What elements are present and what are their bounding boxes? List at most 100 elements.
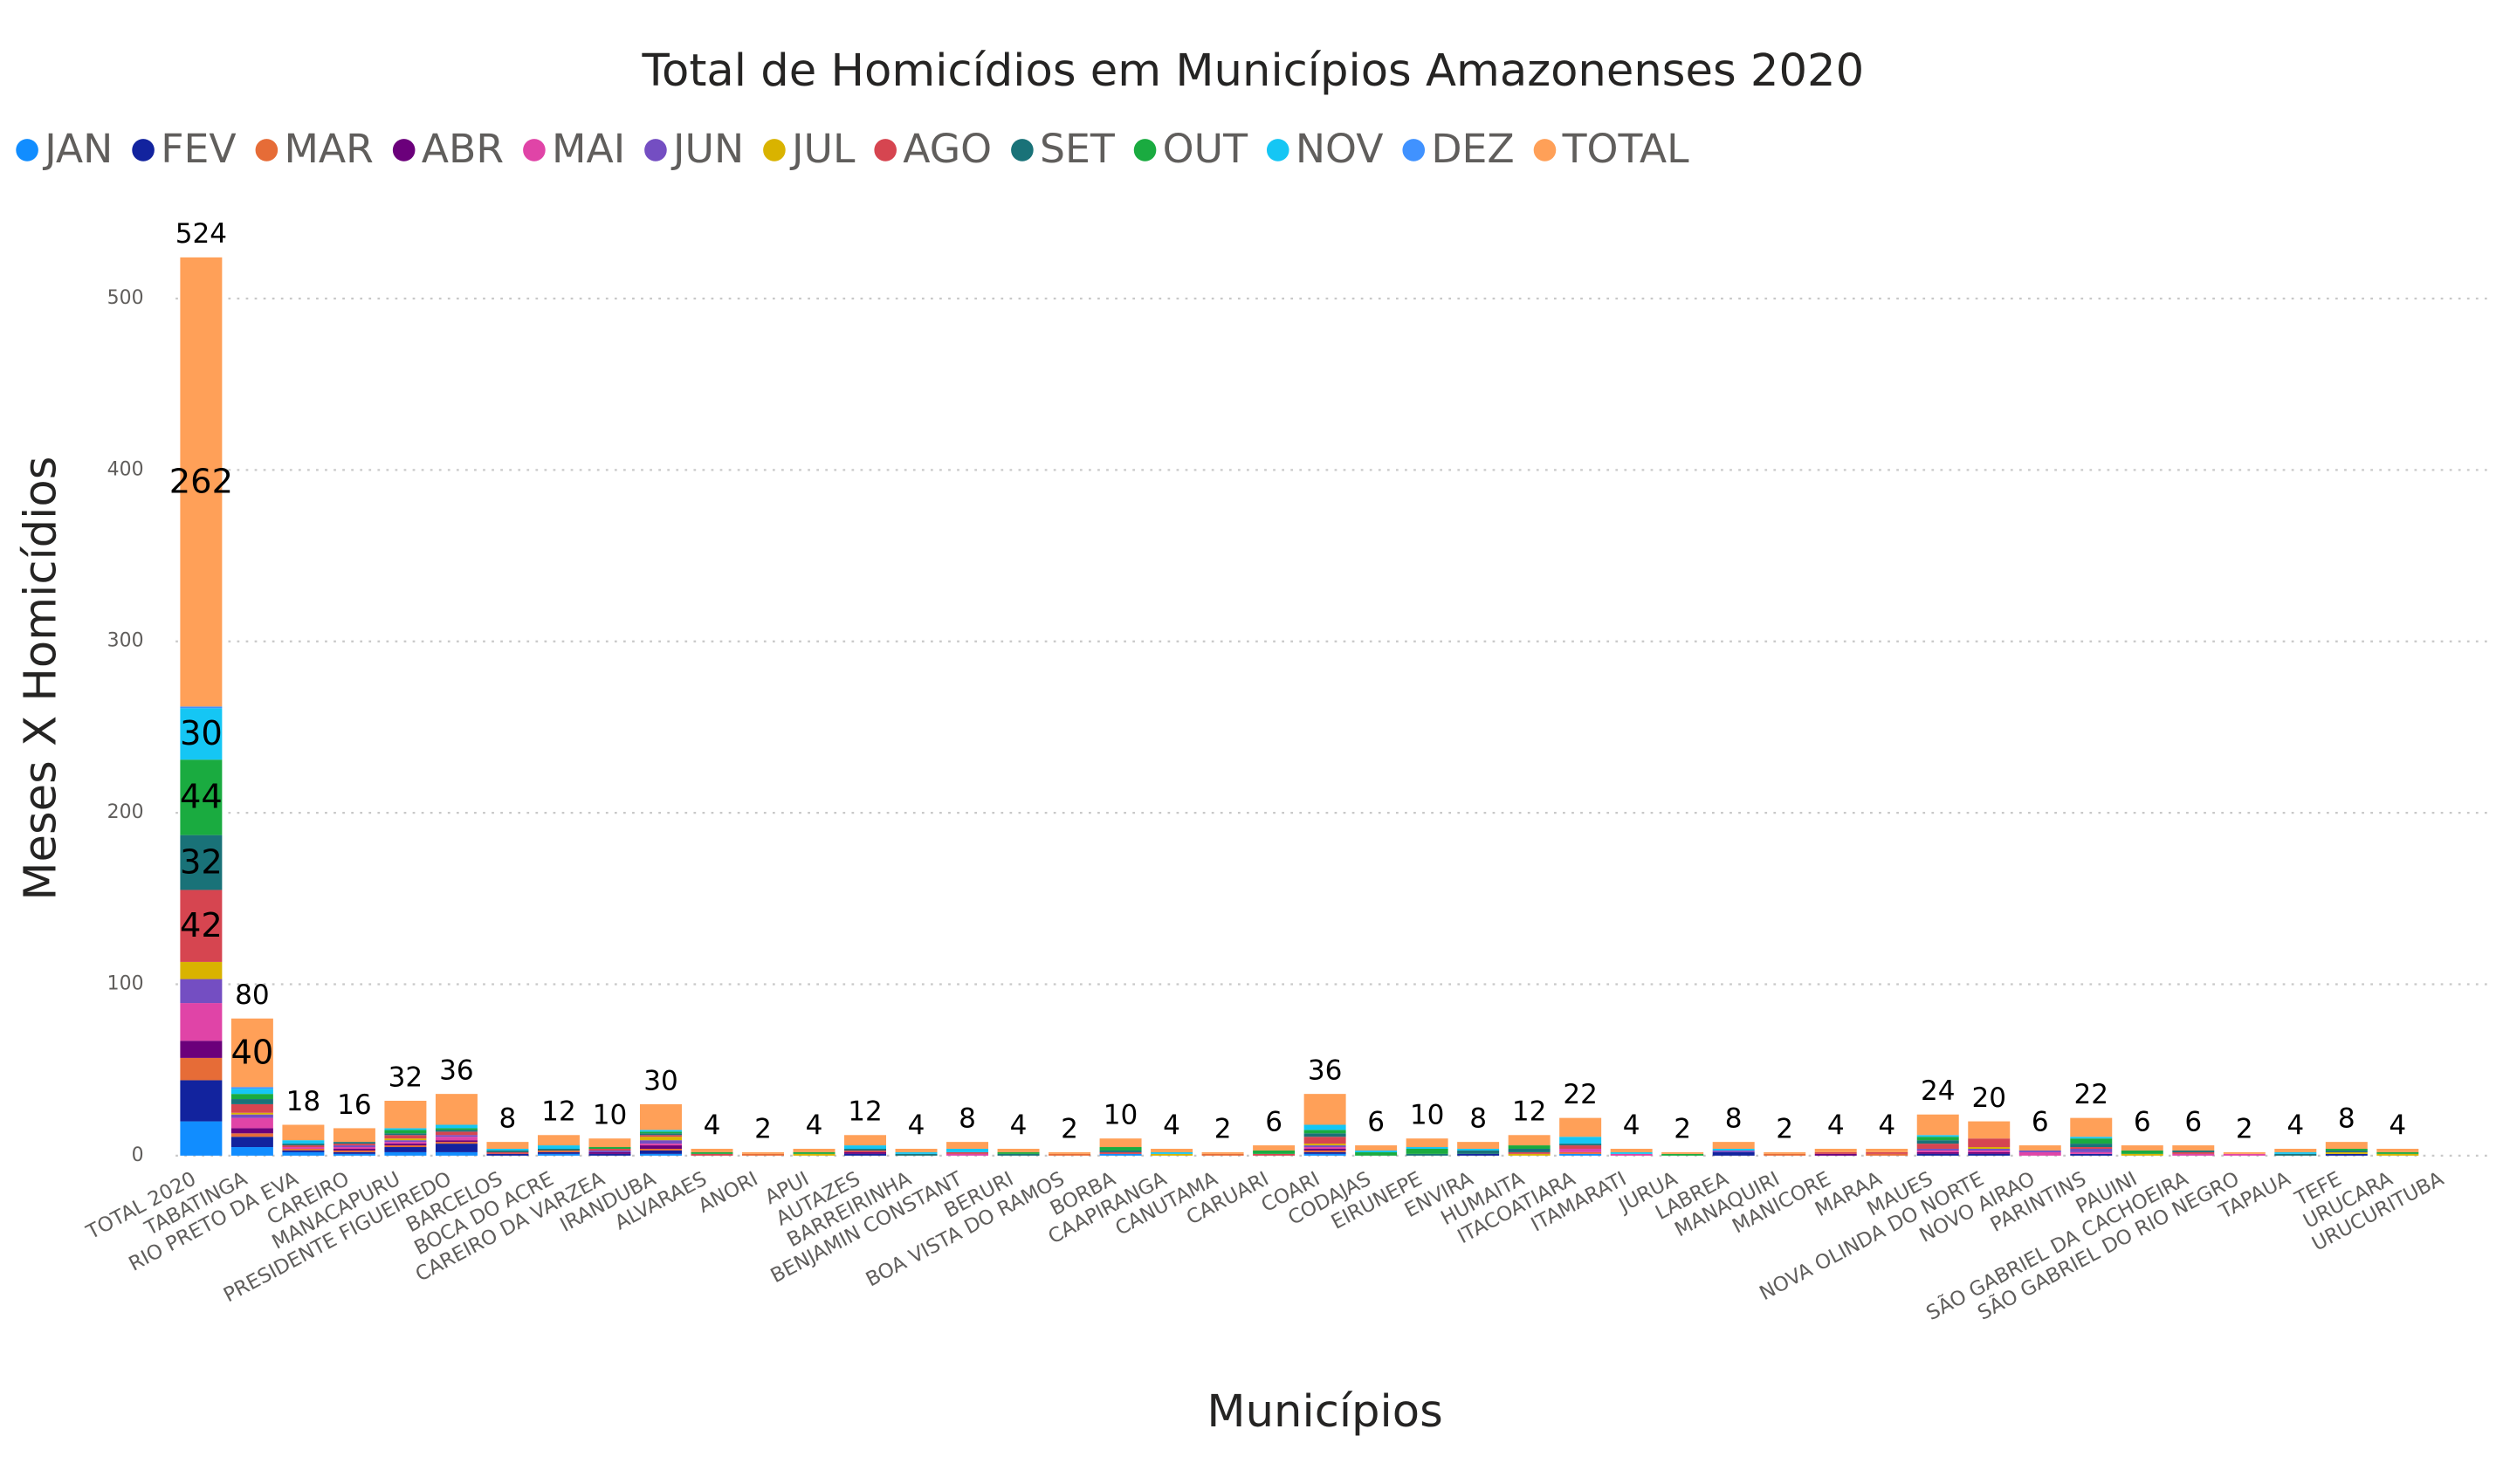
bar-segment [2018,1150,2061,1152]
bar-segment [230,1099,273,1104]
bar-segment [230,1147,273,1156]
segment-label: 40 [230,1033,273,1072]
total-label: 8 [959,1103,976,1135]
bar-segment [282,1124,325,1141]
bar-segment [2376,1153,2419,1156]
bar-segment [384,1133,427,1136]
y-tick-label: 200 [107,801,144,823]
bar-segment [1406,1148,1448,1154]
bar-segment [1508,1135,1551,1146]
bar-segment [333,1148,375,1151]
bar-segment [2070,1117,2113,1137]
bar-segment [1559,1117,1602,1137]
bar-segment [384,1138,427,1141]
bar-segment [2172,1145,2215,1151]
bar-segment [1559,1144,1602,1146]
bar-segment [1764,1151,1806,1154]
total-label: 36 [439,1055,474,1087]
bar-segment [537,1151,580,1154]
legend-marker [874,139,897,161]
bar-segment [1151,1153,1193,1156]
bar-segment [1253,1153,1296,1156]
bar-segment [2325,1153,2368,1156]
bar-segment [384,1130,427,1134]
bar-segment [435,1144,478,1152]
bar-segment [639,1103,682,1130]
segment-label: 44 [180,778,223,817]
bar-segment [1355,1150,1398,1152]
legend-label: AGO [903,126,992,172]
total-label: 8 [499,1103,517,1135]
bar-segment [2070,1147,2113,1149]
total-label: 12 [1512,1096,1547,1128]
legend-label: JUL [789,126,856,172]
bar-segment [2376,1151,2419,1154]
segment-label: 30 [180,714,223,753]
total-label: 18 [286,1086,321,1117]
bar-segment [537,1148,580,1151]
x-tick-label: ANORI [695,1168,762,1218]
bar-segment [588,1153,631,1156]
bar-segment [639,1148,682,1151]
bar-segment [1303,1144,1346,1146]
total-label: 16 [337,1089,372,1121]
bar-segment [333,1142,375,1144]
bar-segment [1508,1148,1551,1152]
bar-segment [282,1145,325,1148]
bar-segment [180,890,223,962]
bar-segment [1866,1153,1908,1156]
bar-segment [1406,1138,1448,1148]
bar-segment [639,1145,682,1149]
bar-segment [691,1148,733,1152]
bar-segment [2070,1153,2113,1156]
bar-segment [1303,1147,1346,1149]
bar-segment [333,1151,375,1154]
legend-label: FEV [161,126,236,172]
bar-segment [384,1135,427,1139]
bar-segment [1968,1121,2011,1139]
bar-segment [180,1003,223,1041]
bar-segment [282,1144,325,1146]
bar-segment [1559,1151,1602,1154]
bar-segment [1968,1147,2011,1149]
bar-segment [639,1131,682,1134]
total-label: 24 [1921,1075,1956,1107]
bar-segment [1303,1150,1346,1152]
total-label: 10 [1410,1100,1445,1131]
bar-segment [1406,1147,1448,1149]
total-label: 4 [806,1110,823,1141]
bar-segment [946,1142,989,1149]
legend-marker [1133,139,1157,161]
bar-segment [844,1135,887,1146]
bar-segment [588,1138,631,1148]
bar-segment [1303,1094,1346,1125]
bar-segment [946,1148,989,1152]
legend: JAN FEV MAR ABR MAI JUN JUL AGO SET OUT NOV DEZ TOTA… [16,126,1689,172]
bar-segment [639,1153,682,1156]
bar-segment [435,1131,478,1136]
bar-segment [180,979,223,1004]
bar-segment [1968,1148,2011,1151]
bar-segment [1559,1153,1602,1156]
bar-segment [180,1121,223,1156]
legend-label: MAR [284,126,373,172]
bar-segment [333,1153,375,1156]
bar-segment [1661,1153,1704,1156]
bar-segment [230,1089,273,1095]
bar-segment [1457,1148,1500,1151]
total-label: 2 [1061,1113,1078,1144]
bar-segment [333,1128,375,1143]
y-tick-label: 400 [107,458,144,480]
bar-segment [2325,1151,2368,1154]
total-label: 4 [908,1110,925,1141]
bar-segment [537,1153,580,1156]
bar-segment [1968,1151,2011,1154]
bar-segment [180,835,223,890]
legend-label: JAN [42,126,113,172]
bar-segment [384,1142,427,1144]
legend-marker [1266,139,1289,161]
bar-segment [1151,1148,1193,1152]
bar-segment [180,1080,223,1122]
